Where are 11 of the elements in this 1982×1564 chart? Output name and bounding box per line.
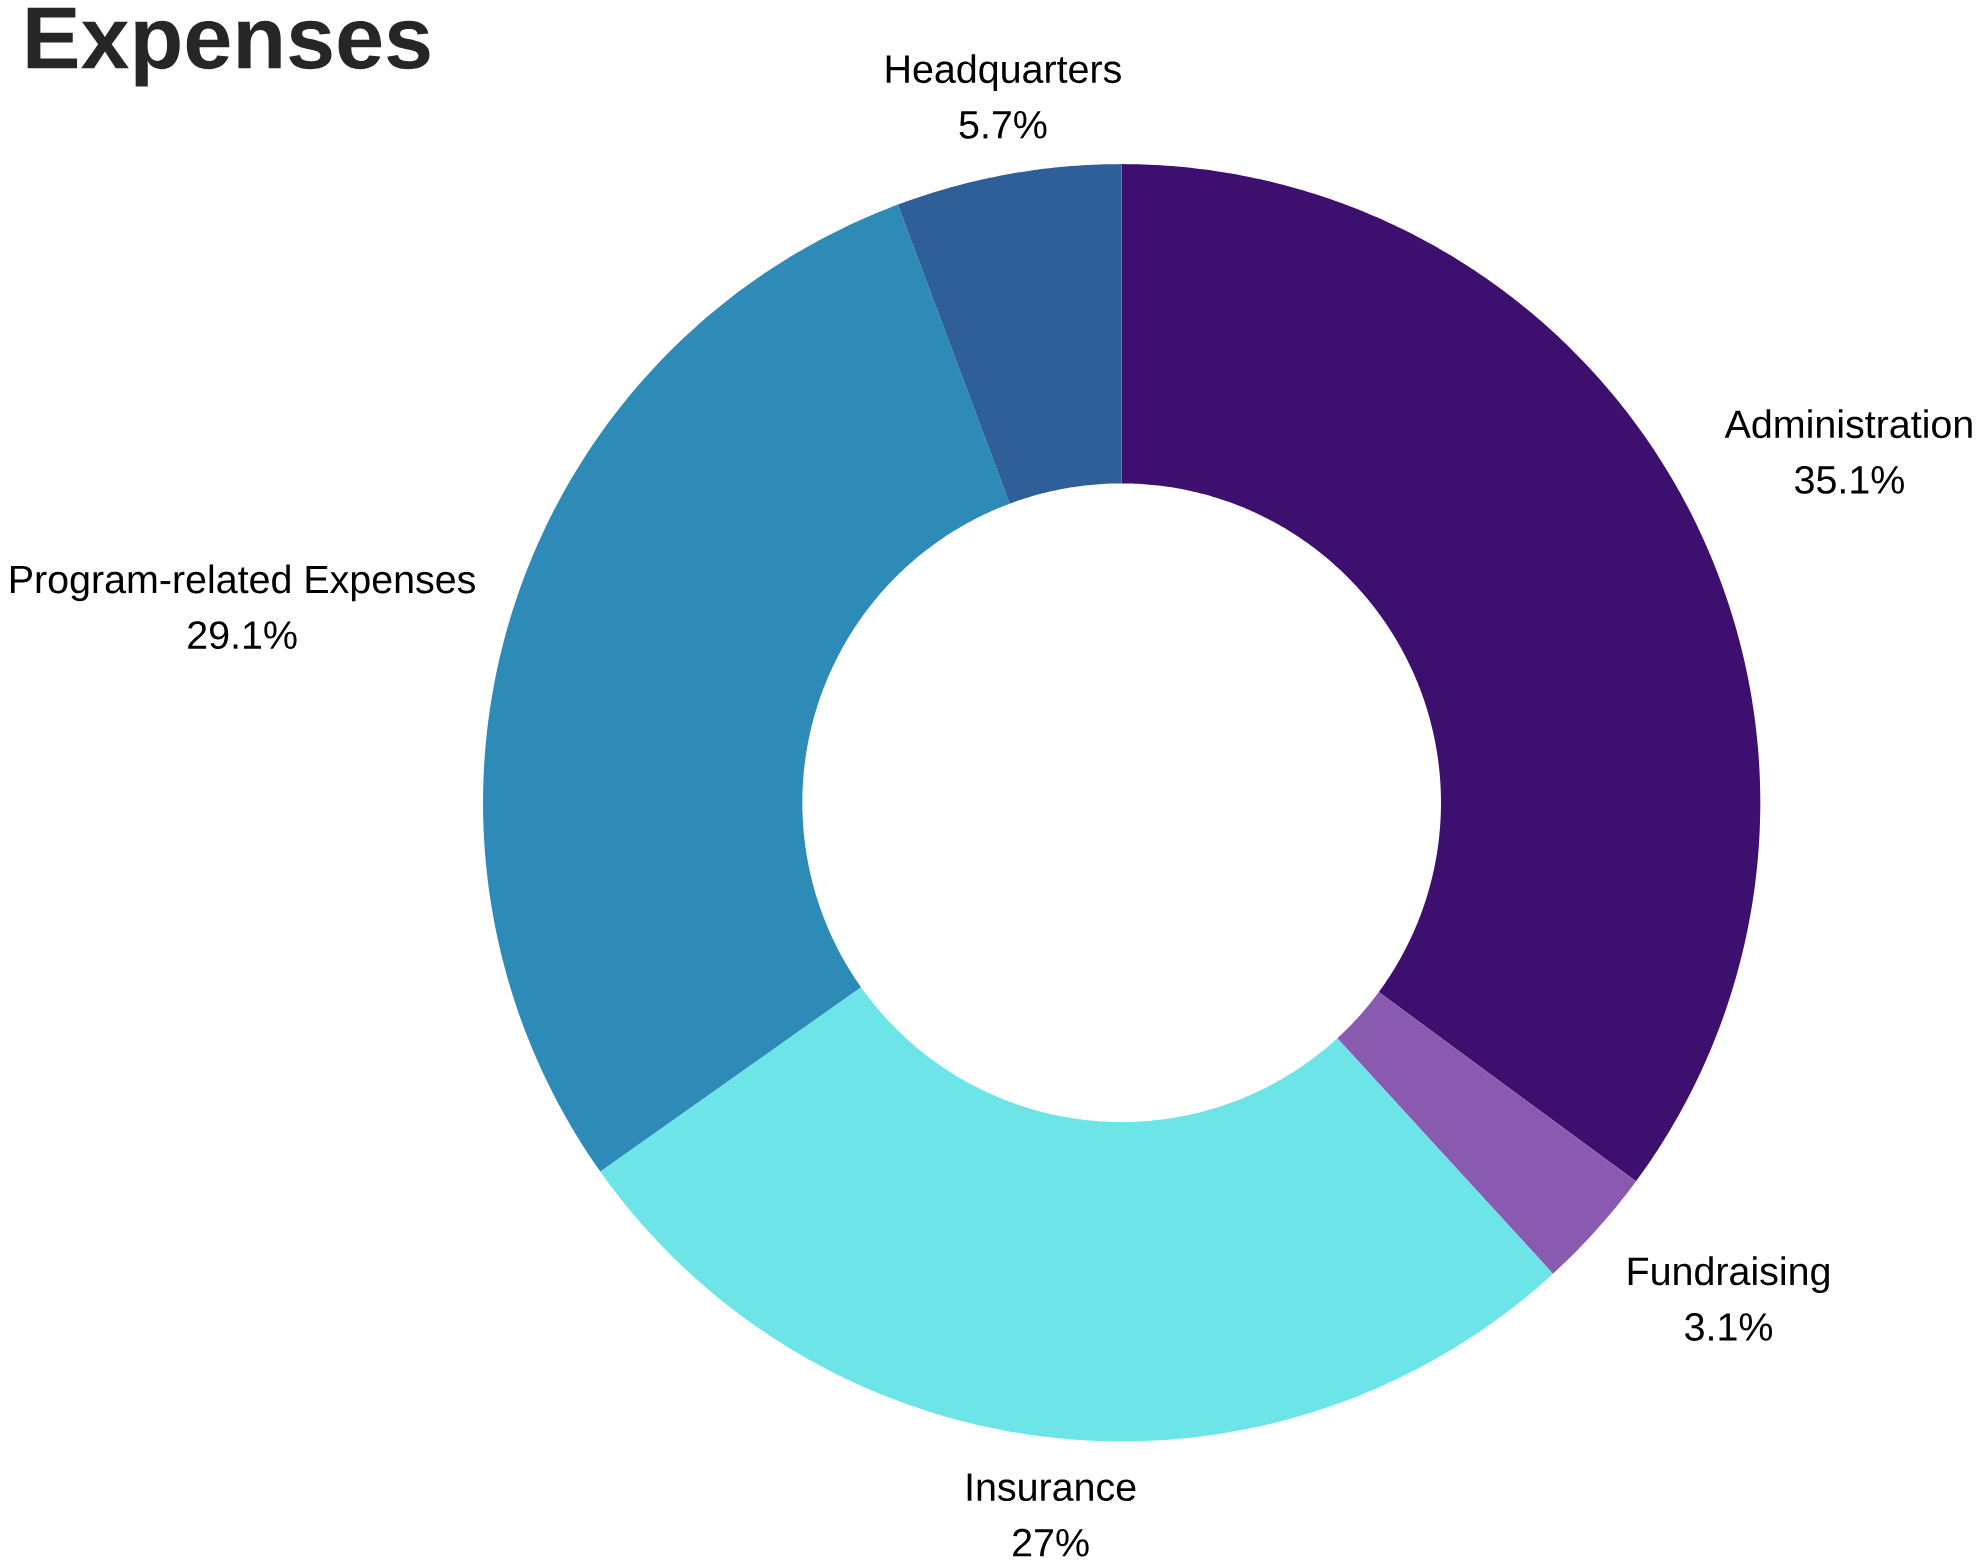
slice-label: Headquarters [886,54,1121,91]
slice-label: Administration [1724,409,1972,439]
data-label: 29.1% [188,621,297,649]
slice-label: Insurance [967,1473,1136,1501]
data-label: 27% [1013,1528,1089,1557]
slice-label: Fundraising [1628,1256,1829,1293]
slice-label: Program-related Expenses [10,564,475,602]
data-label: 35.1% [1795,465,1904,494]
chart-title: Expenses [27,7,430,87]
data-label: 3.1% [1685,1312,1773,1341]
data-label: 5.7% [959,110,1047,139]
